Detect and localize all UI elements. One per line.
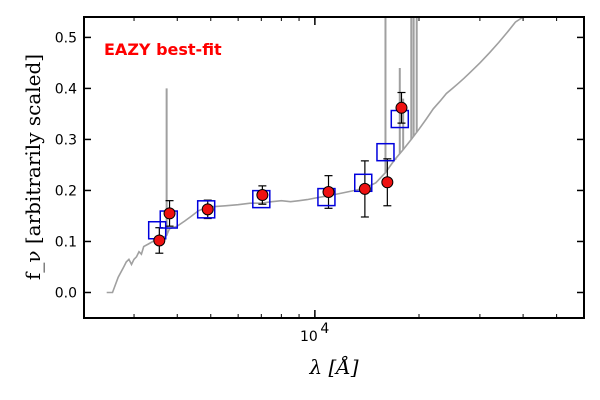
y-axis-label: f_ν [arbitrarily scaled]	[21, 54, 45, 280]
observed-point	[395, 101, 408, 114]
x-axis-label: λ [Å]	[308, 354, 358, 379]
observed-point	[322, 185, 335, 198]
y-tick-label: 0.4	[55, 81, 77, 97]
observed-point	[256, 189, 269, 202]
annotation-label: EAZY best-fit	[104, 40, 222, 59]
y-tick-label: 0.2	[55, 183, 77, 199]
plot-frame	[83, 16, 585, 319]
axis-ticks-group: 0.0 0.1 0.2 0.3 0.4 0.5 10 4	[55, 17, 585, 345]
y-tick-label: 0.0	[55, 285, 77, 301]
observed-point	[153, 234, 166, 247]
model-point	[376, 142, 395, 162]
error-bars-group	[155, 91, 406, 254]
observed-point	[358, 182, 371, 195]
x-tick-exponent: 4	[320, 321, 329, 337]
model-point	[196, 200, 216, 219]
observed-point	[201, 203, 214, 216]
observed-points-group	[153, 101, 408, 247]
template-spectrum-line	[106, 16, 524, 294]
observed-point	[381, 176, 394, 189]
observed-point	[163, 207, 176, 220]
y-tick-label: 0.1	[55, 234, 77, 250]
y-tick-label: 0.5	[55, 30, 77, 46]
x-tick-label: 10	[300, 329, 318, 345]
y-tick-label: 0.3	[55, 132, 77, 148]
